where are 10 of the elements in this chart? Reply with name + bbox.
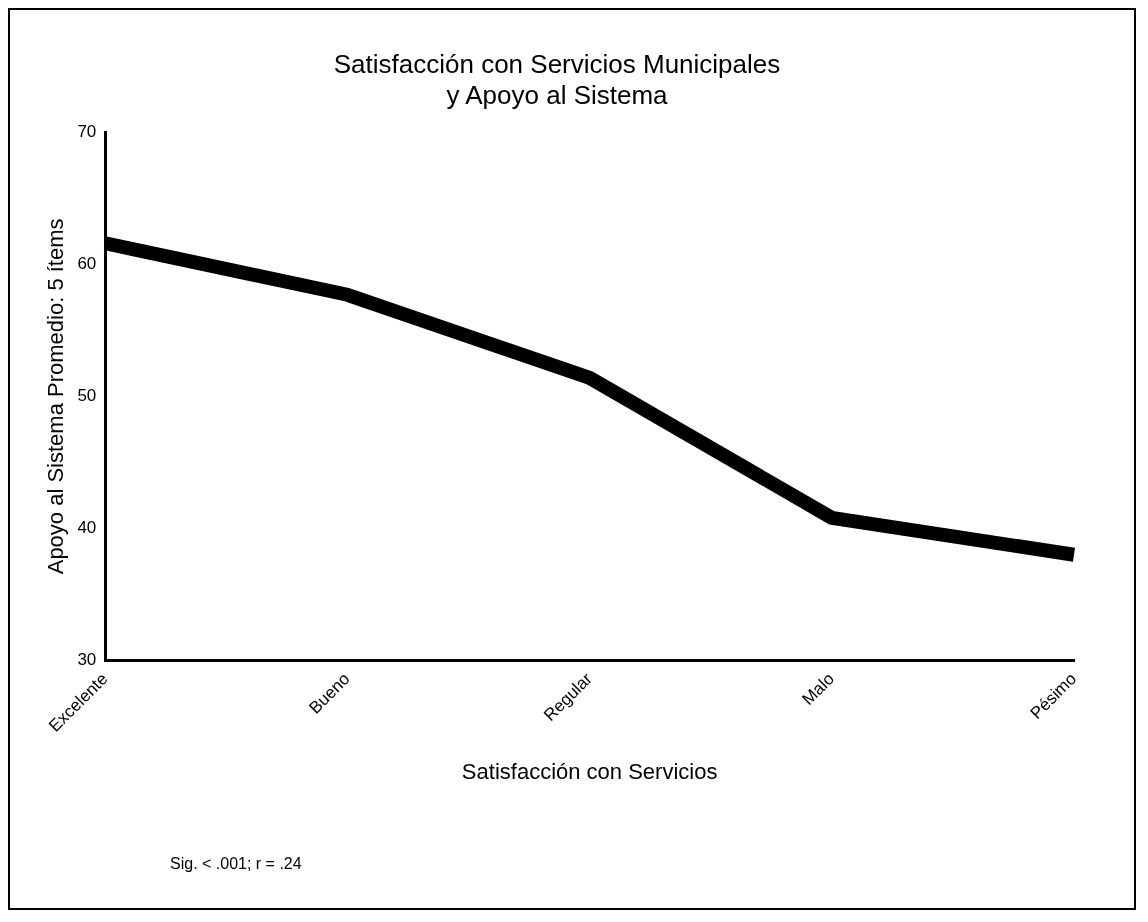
- y-tick-label: 40: [77, 518, 97, 538]
- y-tick-label: 50: [77, 386, 97, 406]
- text: y Apoyo al Sistema: [446, 79, 668, 110]
- text: Satisfacción con Servicios Municipales: [333, 48, 781, 79]
- y-axis-title: Apoyo al Sistema Promedio: 5 ítems: [43, 218, 69, 575]
- y-tick-label: 70: [77, 122, 97, 142]
- y-tick-label: 30: [77, 650, 97, 670]
- text: Sig. < .001; r = .24: [170, 855, 302, 873]
- x-axis-title: Satisfacción con Servicios: [461, 758, 718, 784]
- y-tick-label: 60: [77, 254, 97, 274]
